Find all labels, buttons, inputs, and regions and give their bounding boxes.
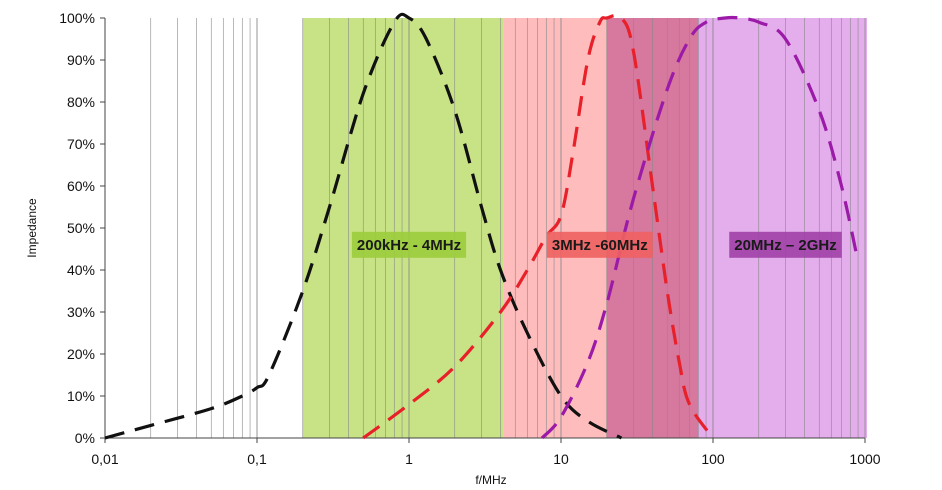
series-1 — [362, 13, 715, 440]
band-labels: 200kHz - 4MHz 3MHz -60MHz 20MHz – 2GHz — [351, 231, 842, 258]
y-tick-label: 20% — [67, 346, 95, 362]
band-3 — [698, 18, 867, 438]
x-tick-label: 0,01 — [91, 451, 118, 467]
tick-labels: 0% 10% 20% 30% 40% 50% 60% 70% 80% 90% 100% 0,01 0,1… — [59, 10, 881, 467]
x-tick-label: 1000 — [849, 451, 880, 467]
y-tick-label: 80% — [67, 94, 95, 110]
y-tick-label: 30% — [67, 304, 95, 320]
y-tick-label: 50% — [67, 220, 95, 236]
y-tick-label: 0% — [75, 430, 95, 446]
x-tick-label: 0,1 — [247, 451, 267, 467]
band-label-0: 200kHz - 4MHz — [351, 231, 467, 258]
band-label-box — [546, 231, 653, 258]
band-0 — [302, 18, 504, 438]
band-label-text: 3MHz -60MHz — [552, 237, 648, 254]
x-tick-label: 10 — [553, 451, 569, 467]
series-0 — [104, 12, 623, 440]
band-label-box — [351, 231, 467, 258]
band-label-text: 20MHz – 2GHz — [734, 237, 837, 254]
y-tick-label: 90% — [67, 52, 95, 68]
series-2 — [540, 15, 860, 440]
x-tick-label: 1 — [405, 451, 413, 467]
y-tick-label: 100% — [59, 10, 95, 26]
band-label-3: 20MHz – 2GHz — [729, 231, 842, 258]
y-axis-label: Impedance — [25, 198, 39, 258]
band-label-text: 200kHz - 4MHz — [357, 237, 461, 254]
y-tick-label: 70% — [67, 136, 95, 152]
band-label-box — [729, 231, 842, 258]
impedance-curves — [104, 12, 860, 440]
x-tick-label: 100 — [701, 451, 725, 467]
y-tick-label: 40% — [67, 262, 95, 278]
axes — [100, 17, 866, 443]
y-tick-label: 10% — [67, 388, 95, 404]
x-axis-label: f/MHz — [475, 473, 506, 487]
series-line-2 — [540, 15, 860, 440]
series-line-1 — [362, 13, 715, 440]
y-tick-label: 60% — [67, 178, 95, 194]
series-line-0 — [104, 12, 623, 440]
band-label-1: 3MHz -60MHz — [546, 231, 653, 258]
